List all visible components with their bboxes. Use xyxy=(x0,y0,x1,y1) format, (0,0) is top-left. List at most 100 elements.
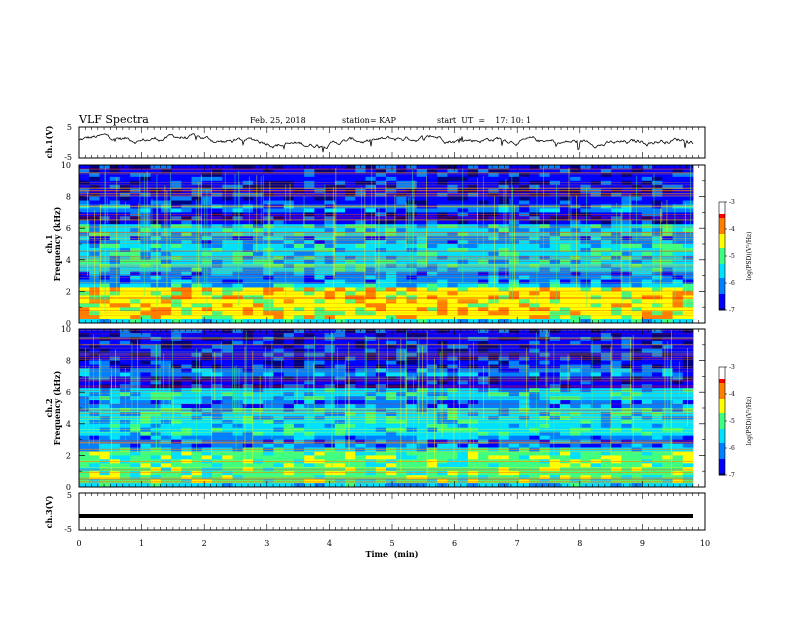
spectrogram-cell xyxy=(120,475,131,479)
spectrogram-cell xyxy=(79,349,90,353)
spectrogram-cell xyxy=(540,436,551,440)
spectrogram-cell xyxy=(253,349,264,353)
spectrogram-cell xyxy=(366,341,377,345)
spectrogram-cell xyxy=(529,333,540,337)
spectrogram-cell xyxy=(79,333,90,337)
spectrogram-cell xyxy=(662,177,673,181)
spectrogram-cell xyxy=(376,345,387,349)
spectrogram-cell xyxy=(192,216,203,220)
spectrogram-cell xyxy=(570,440,581,444)
spectrogram-cell xyxy=(89,475,100,479)
spectrogram-cell xyxy=(79,345,90,349)
spectrogram-cell xyxy=(560,372,571,376)
spectrogram-cell xyxy=(570,436,581,440)
spectrogram-cell xyxy=(181,220,192,224)
spectrogram-cell xyxy=(478,361,489,365)
spectrogram-cell xyxy=(447,436,458,440)
spectrogram-cell xyxy=(611,451,622,455)
spectrogram-cell xyxy=(458,440,469,444)
spectrogram-cell xyxy=(325,311,336,315)
spectrogram-cell xyxy=(632,311,643,315)
spectrogram-cell xyxy=(488,311,499,315)
spectrogram-cell xyxy=(683,299,694,303)
spectrogram-cell xyxy=(601,236,612,240)
spectrogram-cell xyxy=(673,173,684,177)
spectrogram-cell xyxy=(406,436,417,440)
spectrogram-cell xyxy=(673,424,684,428)
spectrogram-cell xyxy=(458,333,469,337)
spectrogram-cell xyxy=(632,329,643,333)
spectrogram-cell xyxy=(345,177,356,181)
spectrogram-cell xyxy=(540,252,551,256)
spectrogram-cell xyxy=(673,444,684,448)
spectrogram-cell xyxy=(540,216,551,220)
spectrogram-cell xyxy=(79,444,90,448)
spectrogram-cell xyxy=(540,451,551,455)
spectrogram-cell xyxy=(447,220,458,224)
spectrogram-cell xyxy=(488,345,499,349)
spectrogram-cell xyxy=(181,369,192,373)
spectrogram-cell xyxy=(345,369,356,373)
spectrogram-cell xyxy=(550,412,561,416)
spectrogram-cell xyxy=(417,216,428,220)
spectrogram-cell xyxy=(519,173,530,177)
spectrogram-cell xyxy=(325,369,336,373)
spectrogram-cell xyxy=(304,329,315,333)
spectrogram-cell xyxy=(263,311,274,315)
spectrogram-cell xyxy=(171,248,182,252)
spectrogram-cell xyxy=(304,369,315,373)
spectrogram-cell xyxy=(570,329,581,333)
spectrogram-cell xyxy=(222,424,233,428)
spectrogram-cell xyxy=(417,369,428,373)
spectrogram-cell xyxy=(253,372,264,376)
spectrogram-cell xyxy=(366,216,377,220)
spectrogram-cell xyxy=(161,341,172,345)
spectrogram-cell xyxy=(335,216,346,220)
spectrogram-cell xyxy=(314,268,325,272)
spectrogram-cell xyxy=(591,236,602,240)
spectrogram-cell xyxy=(396,440,407,444)
spectrogram-cell xyxy=(560,244,571,248)
spectrogram-cell xyxy=(376,173,387,177)
spectrogram-cell xyxy=(202,392,213,396)
spectrogram-cell xyxy=(642,252,653,256)
spectrogram-cell xyxy=(611,463,622,467)
spectrogram-cell xyxy=(366,475,377,479)
spectrogram-cell xyxy=(294,436,305,440)
spectrogram-cell xyxy=(519,181,530,185)
spectrogram-cell xyxy=(79,216,90,220)
spectrogram-cell xyxy=(488,444,499,448)
spectrogram-cell xyxy=(304,463,315,467)
spectrogram-cell xyxy=(314,451,325,455)
spectrogram-cell xyxy=(243,181,254,185)
spectrogram-cell xyxy=(437,280,448,284)
spectrogram-cell xyxy=(560,268,571,272)
spectrogram-cell xyxy=(611,291,622,295)
spectrogram-cell xyxy=(550,208,561,212)
spectrogram-cell xyxy=(79,220,90,224)
spectrogram-cell xyxy=(406,341,417,345)
spectrogram-cell xyxy=(386,333,397,337)
spectrogram-cell xyxy=(570,252,581,256)
spectrogram-cell xyxy=(273,463,284,467)
spectrogram-cell xyxy=(212,216,223,220)
spectrogram-cell xyxy=(192,208,203,212)
spectrogram-cell xyxy=(294,463,305,467)
spectrogram-cell xyxy=(683,380,694,384)
spectrogram-cell xyxy=(273,471,284,475)
spectrogram-cell xyxy=(140,396,151,400)
spectrogram-cell xyxy=(192,280,203,284)
spectrogram-cell xyxy=(304,284,315,288)
spectrogram-cell xyxy=(263,333,274,337)
spectrogram-cell xyxy=(621,173,632,177)
spectrogram-cell xyxy=(253,236,264,240)
spectrogram-cell xyxy=(499,268,510,272)
spectrogram-cell xyxy=(458,299,469,303)
spectrogram-cell xyxy=(212,440,223,444)
spectrogram-cell xyxy=(181,333,192,337)
spectrogram-cell xyxy=(202,380,213,384)
spectrogram-cell xyxy=(130,455,141,459)
spectrogram-cell xyxy=(366,451,377,455)
spectrogram-cell xyxy=(130,284,141,288)
spectrogram-cell xyxy=(99,475,110,479)
